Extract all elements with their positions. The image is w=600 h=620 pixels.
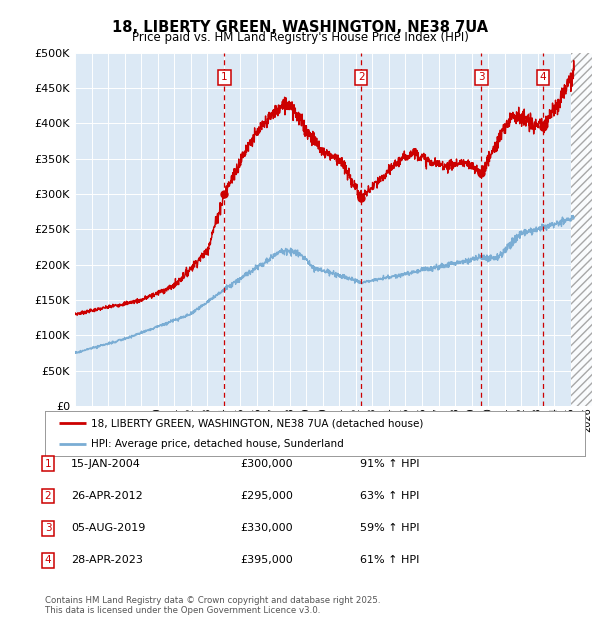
Text: 05-AUG-2019: 05-AUG-2019 bbox=[71, 523, 145, 533]
Text: 59% ↑ HPI: 59% ↑ HPI bbox=[360, 523, 419, 533]
Text: Contains HM Land Registry data © Crown copyright and database right 2025.
This d: Contains HM Land Registry data © Crown c… bbox=[45, 596, 380, 615]
Text: 2: 2 bbox=[358, 73, 365, 82]
Text: 61% ↑ HPI: 61% ↑ HPI bbox=[360, 556, 419, 565]
Bar bbox=[571, 53, 600, 406]
Text: £300,000: £300,000 bbox=[240, 459, 293, 469]
Text: £395,000: £395,000 bbox=[240, 556, 293, 565]
Text: 3: 3 bbox=[478, 73, 485, 82]
Text: HPI: Average price, detached house, Sunderland: HPI: Average price, detached house, Sund… bbox=[91, 438, 344, 449]
Text: £295,000: £295,000 bbox=[240, 491, 293, 501]
Text: 26-APR-2012: 26-APR-2012 bbox=[71, 491, 143, 501]
Text: 4: 4 bbox=[539, 73, 546, 82]
Text: 2: 2 bbox=[44, 491, 52, 501]
Text: 28-APR-2023: 28-APR-2023 bbox=[71, 556, 143, 565]
Text: 63% ↑ HPI: 63% ↑ HPI bbox=[360, 491, 419, 501]
Text: 1: 1 bbox=[44, 459, 52, 469]
Text: 4: 4 bbox=[44, 556, 52, 565]
Text: 18, LIBERTY GREEN, WASHINGTON, NE38 7UA: 18, LIBERTY GREEN, WASHINGTON, NE38 7UA bbox=[112, 20, 488, 35]
Text: 1: 1 bbox=[221, 73, 227, 82]
Text: 91% ↑ HPI: 91% ↑ HPI bbox=[360, 459, 419, 469]
Text: Price paid vs. HM Land Registry's House Price Index (HPI): Price paid vs. HM Land Registry's House … bbox=[131, 31, 469, 44]
Text: £330,000: £330,000 bbox=[240, 523, 293, 533]
Text: 3: 3 bbox=[44, 523, 52, 533]
Text: 18, LIBERTY GREEN, WASHINGTON, NE38 7UA (detached house): 18, LIBERTY GREEN, WASHINGTON, NE38 7UA … bbox=[91, 418, 423, 428]
Text: 15-JAN-2004: 15-JAN-2004 bbox=[71, 459, 140, 469]
